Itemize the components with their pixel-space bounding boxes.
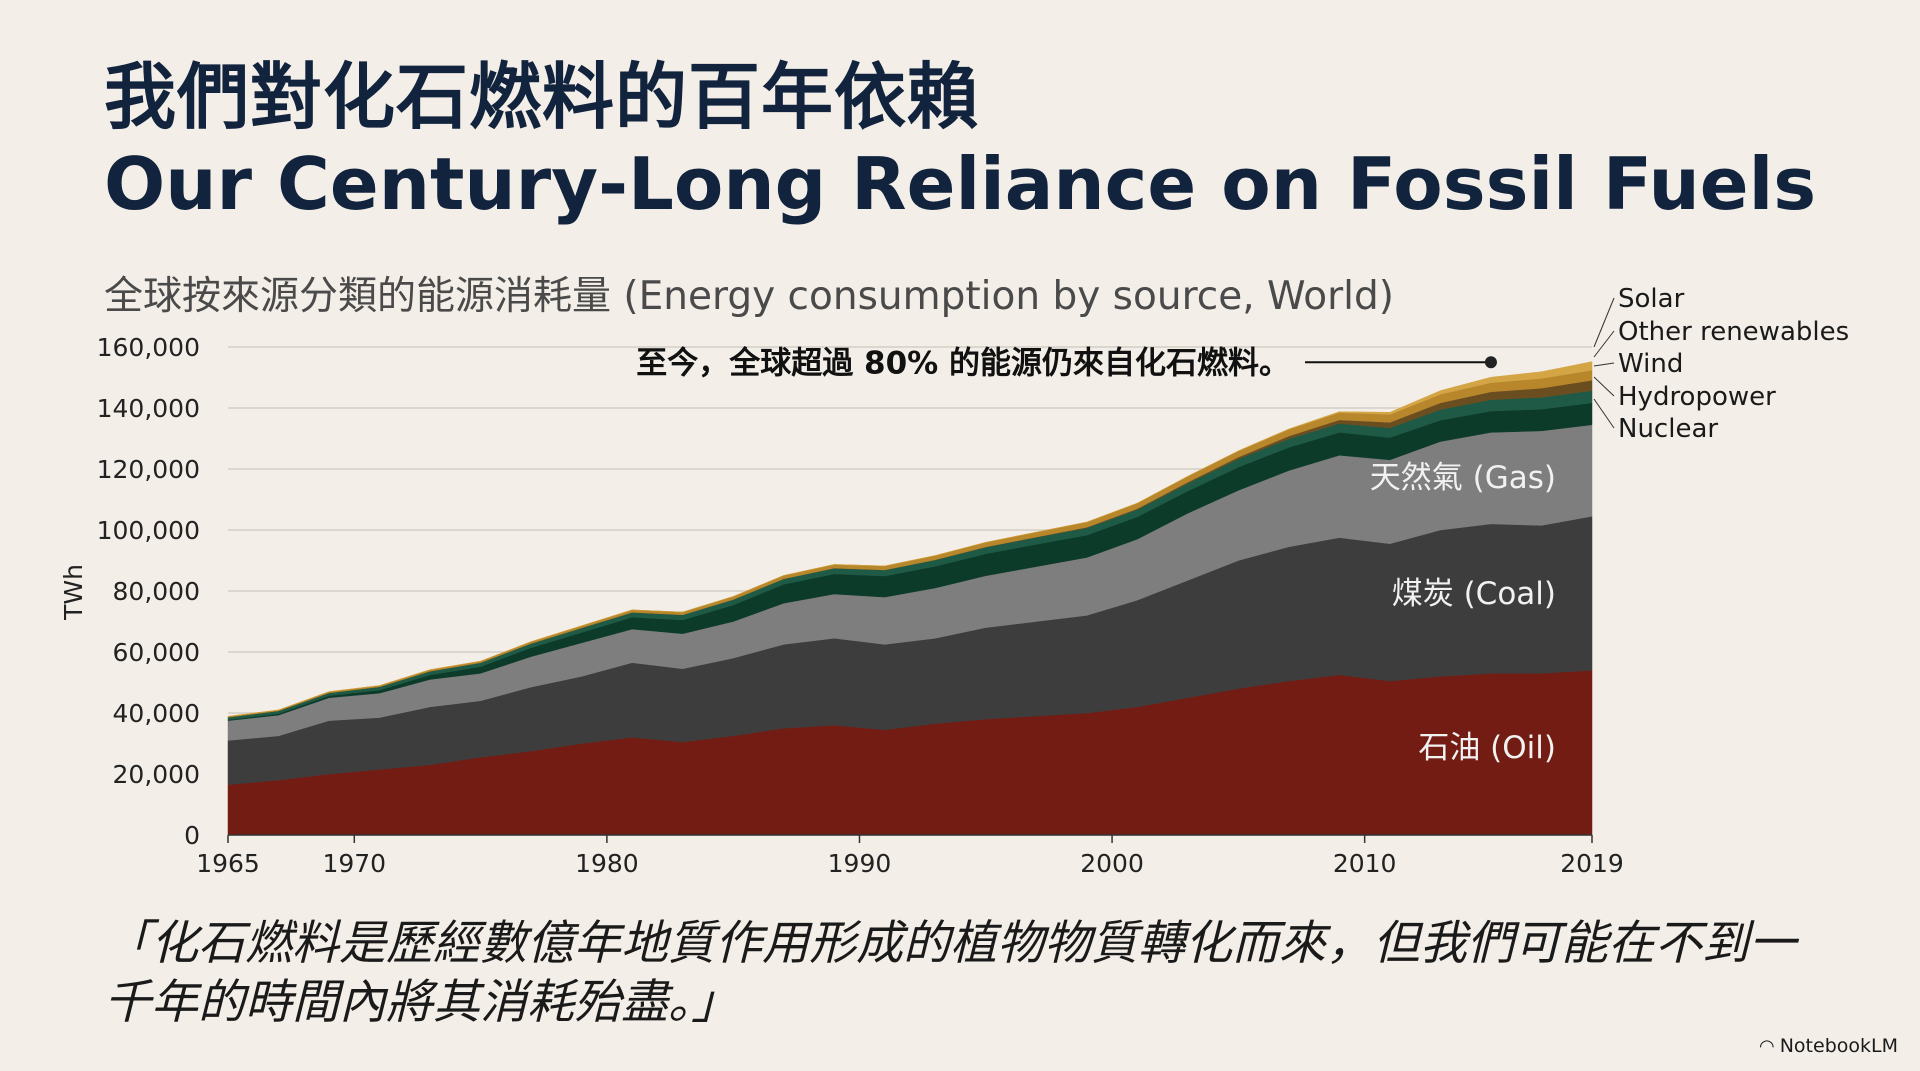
x-tick-label: 2000 bbox=[1080, 849, 1144, 878]
energy-stacked-area-chart: 0 20,000 40,000 60,000 80,000 100,000 120,000 1… bbox=[59, 284, 1849, 878]
brand-label: NotebookLM bbox=[1779, 1035, 1898, 1057]
legend-leader-line bbox=[1593, 398, 1615, 429]
legend-entry: Other renewables bbox=[1618, 317, 1849, 347]
x-tick-label: 2010 bbox=[1333, 849, 1397, 878]
legend-leader-line bbox=[1593, 362, 1615, 367]
y-tick-label: 140,000 bbox=[97, 394, 200, 423]
legend-entry: Wind bbox=[1618, 349, 1683, 379]
x-tick-label: 2019 bbox=[1560, 849, 1624, 878]
chart-title: 全球按來源分類的能源消耗量 (Energy consumption by sou… bbox=[104, 274, 1394, 319]
y-tick-label: 160,000 bbox=[97, 333, 200, 362]
area-inline-label: 煤炭 (Coal) bbox=[1392, 576, 1556, 612]
y-tick-label: 60,000 bbox=[113, 638, 200, 667]
y-tick-label: 80,000 bbox=[113, 577, 200, 606]
y-tick-label: 20,000 bbox=[113, 760, 200, 789]
x-tick-label: 1965 bbox=[196, 849, 260, 878]
legend-leader-line bbox=[1593, 297, 1615, 348]
annotation-text: 至今，全球超過 80% 的能源仍來自化石燃料。 bbox=[636, 345, 1290, 381]
y-tick-label: 100,000 bbox=[97, 516, 200, 545]
legend-entry: Hydropower bbox=[1618, 382, 1776, 412]
legend-entry: Solar bbox=[1618, 284, 1685, 314]
annotation-dot bbox=[1484, 356, 1497, 369]
legend-entry: Nuclear bbox=[1618, 414, 1718, 444]
page-title-zh: 我們對化石燃料的百年依賴 bbox=[104, 55, 981, 139]
legend-leader-line bbox=[1593, 330, 1615, 358]
y-axis-label: TWh bbox=[59, 564, 88, 621]
area-inline-label: 石油 (Oil) bbox=[1418, 730, 1556, 766]
brand-badge: ◠ NotebookLM bbox=[1759, 1035, 1898, 1057]
notebooklm-icon: ◠ bbox=[1759, 1035, 1775, 1057]
legend-leader-line bbox=[1593, 376, 1615, 397]
x-tick-label: 1970 bbox=[322, 849, 386, 878]
x-tick-label: 1980 bbox=[575, 849, 639, 878]
y-tick-label: 0 bbox=[184, 821, 200, 850]
y-tick-label: 120,000 bbox=[97, 455, 200, 484]
area-series bbox=[227, 361, 1593, 717]
page-title-en: Our Century-Long Reliance on Fossil Fuel… bbox=[104, 142, 1817, 226]
area-inline-label: 天然氣 (Gas) bbox=[1370, 460, 1556, 496]
quote-text: 「化石燃料是歷經數億年地質作用形成的植物物質轉化而來，但我們可能在不到一千年的時… bbox=[104, 916, 1796, 1030]
y-tick-label: 40,000 bbox=[113, 699, 200, 728]
x-tick-label: 1990 bbox=[828, 849, 892, 878]
